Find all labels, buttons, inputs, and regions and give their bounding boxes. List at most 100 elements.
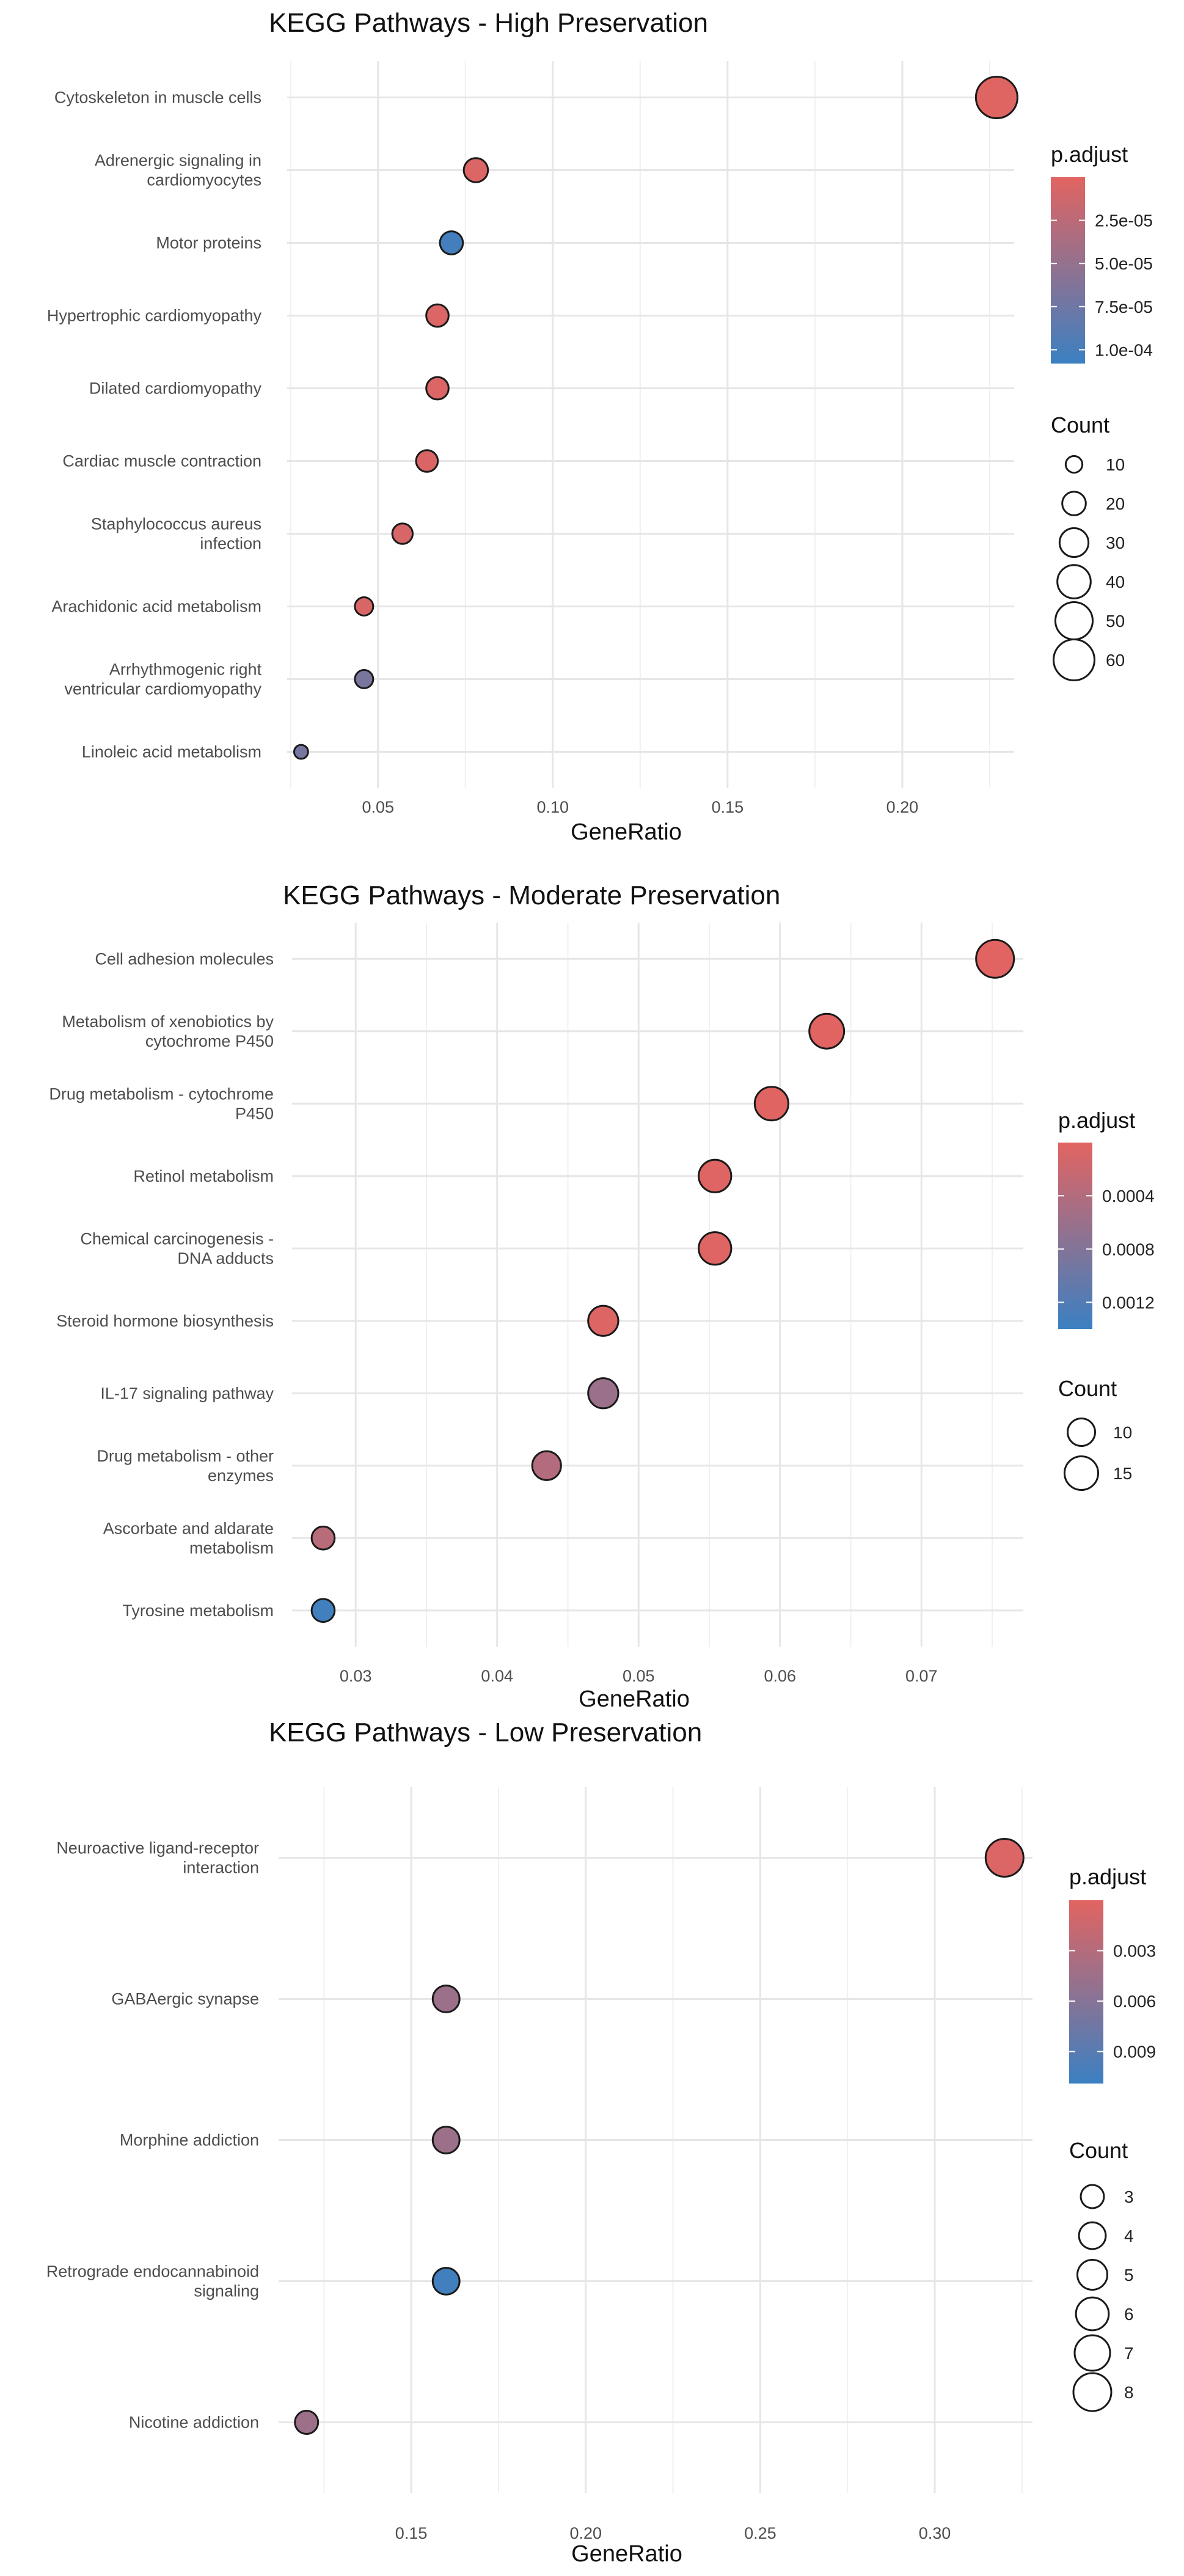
data-point	[439, 230, 464, 255]
size-legend: Count 10 15	[1058, 1376, 1132, 1491]
y-axis-labels: Cytoskeleton in muscle cells Adrenergic s…	[47, 89, 262, 761]
gridlines	[292, 923, 1023, 1647]
data-point	[293, 744, 309, 760]
y-category-label-line: enzymes	[208, 1466, 274, 1485]
y-category-label-line: cardiomyocytes	[147, 171, 261, 189]
chart-title: KEGG Pathways - High Preservation	[269, 8, 708, 38]
x-axis-tick-labels: 0.15 0.20 0.25 0.30	[395, 2524, 951, 2542]
y-category-label: Adrenergic signaling in cardiomyocytes	[95, 152, 261, 189]
gridlines	[279, 1787, 1032, 2493]
color-legend: p.adjust 2.5e-05 5.0e-05 7.5e-05 1.0e-04	[1051, 142, 1153, 364]
y-category-label-line: Chemical carcinogenesis -	[80, 1229, 274, 1248]
color-tick-label: 2.5e-05	[1095, 211, 1153, 230]
color-legend-bar	[1058, 1143, 1092, 1329]
size-legend-circle	[1073, 2334, 1111, 2372]
size-legend-circle	[1075, 2296, 1110, 2332]
y-category-label-line: Motor proteins	[156, 234, 261, 252]
data-points	[310, 939, 1015, 1623]
y-category-label: Dilated cardiomyopathy	[89, 379, 262, 398]
data-point	[431, 2267, 461, 2296]
size-legend-label: 15	[1113, 1464, 1132, 1483]
y-category-label: IL-17 signaling pathway	[100, 1384, 274, 1402]
data-point	[310, 1525, 336, 1551]
data-point	[431, 1985, 461, 2013]
data-point	[431, 2126, 461, 2154]
size-legend-label: 6	[1124, 2305, 1134, 2324]
color-legend-title: p.adjust	[1051, 142, 1128, 167]
y-category-label-line: Steroid hormone biosynthesis	[56, 1312, 274, 1330]
y-axis-labels: Neuroactive ligand-receptor interaction GA…	[46, 1839, 259, 2432]
y-category-label: Chemical carcinogenesis -DNA adducts	[80, 1229, 274, 1267]
data-point	[391, 522, 414, 545]
chart-moderate-preservation: KEGG Pathways - Moderate Preservation Ge…	[0, 855, 1184, 1723]
y-category-label-line: Dilated cardiomyopathy	[89, 379, 262, 398]
data-point	[415, 449, 439, 473]
chart-title: KEGG Pathways - Low Preservation	[269, 1723, 702, 1747]
data-point	[974, 76, 1018, 119]
y-category-label: Cardiac muscle contraction	[62, 452, 261, 470]
x-tick-label: 0.10	[537, 798, 569, 816]
data-points	[294, 1838, 1025, 2435]
x-tick-label: 0.06	[764, 1667, 796, 1685]
size-legend-label: 30	[1106, 533, 1125, 552]
color-legend-bar	[1069, 1900, 1103, 2084]
y-category-label: Staphylococcus aureus infection	[91, 515, 261, 553]
color-tick-label: 1.0e-04	[1095, 340, 1153, 359]
y-category-label-line: Drug metabolism - cytochrome	[49, 1085, 274, 1103]
y-category-label-line: Retrograde endocannabinoid	[46, 2263, 259, 2281]
y-category-label: Cytoskeleton in muscle cells	[54, 89, 261, 107]
size-legend-title: Count	[1069, 2138, 1128, 2163]
y-category-label-line: Staphylococcus aureus	[91, 515, 261, 533]
y-category-label-line: Hypertrophic cardiomyopathy	[47, 307, 262, 325]
y-category-label: Arrhythmogenic right ventricular cardiomy…	[64, 660, 261, 698]
y-category-label-line: Linoleic acid metabolism	[82, 743, 261, 761]
size-legend-label: 60	[1106, 651, 1125, 670]
color-tick-label: 0.0008	[1102, 1240, 1155, 1259]
data-point	[531, 1450, 562, 1481]
size-legend-label: 10	[1113, 1423, 1132, 1442]
y-category-label: Arachidonic acid metabolism	[51, 598, 261, 616]
x-tick-label: 0.05	[623, 1667, 655, 1685]
data-point	[587, 1304, 619, 1337]
y-category-label-line: Nicotine addiction	[129, 2413, 259, 2432]
color-legend-bar	[1051, 177, 1085, 364]
color-legend-ticks: 0.003 0.006 0.009	[1069, 1942, 1156, 2062]
data-point	[587, 1377, 619, 1410]
y-category-label-line: ventricular cardiomyopathy	[64, 680, 261, 698]
y-category-label-line: Adrenergic signaling in	[95, 152, 261, 170]
data-point	[310, 1598, 336, 1623]
x-axis-tick-labels: 0.05 0.10 0.15 0.20	[362, 798, 918, 816]
x-tick-label: 0.25	[744, 2524, 777, 2542]
y-category-label-line: Tyrosine metabolism	[122, 1601, 274, 1620]
y-category-label: Linoleic acid metabolism	[82, 743, 261, 761]
y-category-label: Retinol metabolism	[133, 1167, 274, 1185]
x-tick-label: 0.15	[712, 798, 744, 816]
y-category-label: Drug metabolism - cytochrome P450	[49, 1085, 274, 1122]
size-legend-circle	[1058, 527, 1090, 558]
size-legend-label: 10	[1106, 455, 1125, 474]
color-tick-label: 0.009	[1113, 2043, 1156, 2062]
size-legend-circle	[1078, 2221, 1107, 2250]
size-legend-title: Count	[1051, 412, 1109, 437]
x-tick-label: 0.15	[395, 2524, 428, 2542]
y-category-label-line: Arrhythmogenic right	[109, 660, 262, 679]
y-category-label: Steroid hormone biosynthesis	[56, 1312, 274, 1330]
y-category-label-line: Neuroactive ligand-receptor	[56, 1839, 259, 1857]
color-tick-label: 0.0004	[1102, 1187, 1155, 1206]
size-legend-label: 5	[1124, 2266, 1134, 2285]
y-category-label-line: IL-17 signaling pathway	[100, 1384, 274, 1402]
chart-low-preservation-svg: KEGG Pathways - Low Preservation GeneRat…	[46, 1723, 1156, 2567]
size-legend-title: Count	[1058, 1376, 1117, 1401]
color-legend-title: p.adjust	[1058, 1108, 1135, 1133]
x-axis-title: GeneRatio	[571, 819, 682, 845]
data-point	[975, 939, 1015, 979]
size-legend: Count 3 4 5 6 7 8	[1069, 2138, 1134, 2412]
color-legend: p.adjust 0.003 0.006 0.009	[1069, 1864, 1156, 2084]
size-legend-circle	[1053, 639, 1095, 681]
data-point	[425, 376, 450, 401]
chart-high-preservation-svg: KEGG Pathways - High Preservation GeneRa…	[47, 8, 1153, 845]
y-category-label-line: Metabolism of xenobiotics by	[62, 1012, 274, 1031]
y-category-label-line: Retinol metabolism	[133, 1167, 274, 1185]
color-tick-label: 0.0012	[1102, 1293, 1155, 1312]
